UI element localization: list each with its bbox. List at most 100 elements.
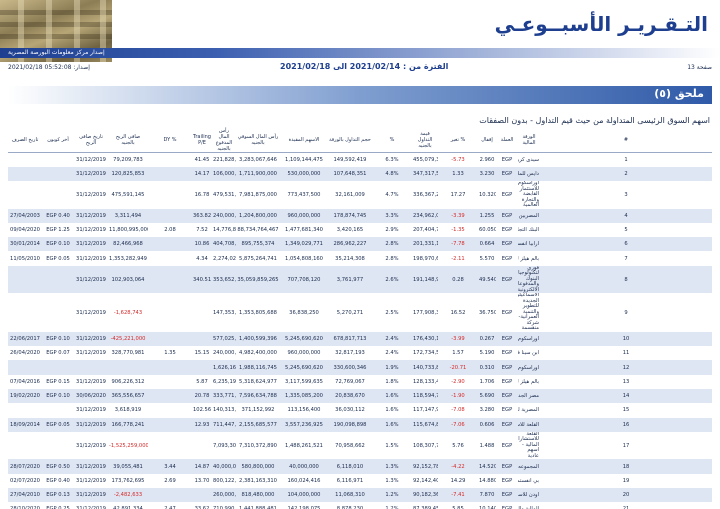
table-cell [42,166,74,182]
table-cell: 176,430,149 [412,331,438,347]
table-cell: 1,349,029,771 [280,237,328,252]
table-cell: EGP [501,350,513,357]
table-cell: 88,734,764,467 [237,227,279,234]
table-cell: EGP [496,265,518,294]
table-cell: 15 [622,407,630,414]
table-cell [8,166,42,182]
table-cell: 173,762,695 [111,477,145,484]
column-header: العملة [496,128,518,153]
table-cell: 3,283,067,646 [239,156,277,163]
table-cell: EGP 0.50 [42,459,74,474]
table-cell: 40,000,000 [212,459,236,474]
table-cell: 18 [540,459,712,474]
table-cell: 2.47 [148,502,192,509]
table-cell [8,360,42,375]
table-cell: 17.27 [450,191,466,198]
table-cell: 2 [540,166,712,182]
table-cell: 31/12/2019 [74,417,108,432]
table-cell: 26/04/2020 [10,350,40,357]
table-cell: 475,591,145 [111,191,145,198]
report-subtitle: إصدار مركز معلومات البورصة المصرية [8,49,105,56]
table-cell: 479,531,250 [213,191,236,198]
table-cell [148,181,192,209]
table-row: 11/05/2010 EGP 0.05 31/12/2019 1,353,282,94… [8,251,712,265]
table-cell: 92,142,406 [413,477,438,484]
table-cell: 60.050 [479,227,496,234]
table-cell: 3.3% [372,208,412,223]
table-cell: 140,313,936 [213,407,236,414]
table-cell [148,388,192,404]
table-cell: 177,908,340 [413,309,438,316]
table-cell: 678,817,713 [328,331,372,347]
table-cell: EGP 1.25 [46,227,70,234]
table-cell: 8,878,230 [328,502,372,509]
table-cell: 2.5% [385,309,399,316]
table-cell: 6.3% [385,156,399,163]
table-cell: 4.34 [196,255,208,262]
table-cell: 31/12/2019 [74,459,108,474]
table-cell: 102.56 [193,407,212,414]
table-cell: 1,626,164,092 [212,360,236,375]
report-period: الفترة من : 2021/02/14 الى 2021/02/18 [280,62,449,71]
table-cell: 7 [624,255,628,262]
table-cell: 14.29 [450,477,466,484]
table-cell: 2.6% [372,265,412,294]
table-cell: EGP [501,477,513,484]
table-cell: 17 [622,442,630,449]
table-cell: 1,488,261,521 [285,442,323,449]
table-cell: 1.57 [452,350,464,357]
table-cell: 234,962,023 [412,208,438,223]
column-header: إقفال [478,128,496,153]
table-cell: EGP 0.25 [42,502,74,509]
table-row: 22/06/2017 EGP 0.10 31/12/2019 -425,221,000… [8,331,712,347]
table-cell: مصر الجديدة للاسكان والتعمير [518,388,540,404]
table-cell [148,208,192,223]
table-row: 07/04/2016 EGP 0.15 31/12/2019 906,226,312 5… [8,375,712,389]
table-cell [42,360,74,375]
table-cell: 2.8% [385,255,399,262]
table-cell: -2,482,633 [108,487,148,503]
table-cell [42,403,74,417]
column-header: Trailing P/E [192,128,212,153]
table-cell: EGP [501,255,513,262]
table-cell [148,375,192,389]
table-cell: 363.82 [192,208,212,223]
table-cell: 2.8% [372,237,412,252]
table-cell: 4.8% [372,166,412,182]
table-cell: 108,307,796 [413,442,438,449]
table-cell: 773,437,500 [287,191,321,198]
table-cell: 31/12/2019 [74,166,108,182]
table-row: 31/12/2019 475,591,145 16.78479,531,2507,9… [8,181,712,209]
table-cell: 19/02/2020 [8,388,42,404]
table-cell: 15.15 [194,350,210,357]
table-cell: 7,093,306,755 [213,442,236,449]
table-cell: 28/07/2020 [8,459,42,474]
table-cell: 710,990,375 [212,502,236,509]
table-cell [192,293,212,332]
table-cell: 1.3% [372,459,412,474]
table-cell: 12 [540,360,712,375]
table-cell: المصرية للمنتجعات السياحية [518,407,539,414]
table-cell: 5,875,264,741 [239,255,277,262]
table-cell: 1.5% [385,442,399,449]
table-cell: 3,311,494 [108,208,148,223]
table-cell: 1.3% [385,477,399,484]
table-cell: 32,161,009 [335,191,365,198]
table-cell: 31/12/2019 [74,265,108,294]
table-cell: 240,000,000 [213,350,236,357]
table-cell: EGP [501,378,513,385]
table-cell: 140,733,848 [412,360,438,375]
table-cell [8,153,42,167]
table-cell: 31/12/2019 [76,309,106,316]
table-cell: 31/12/2019 [76,227,106,234]
table-cell: 5,245,690,620 [280,331,328,347]
table-cell: 190,098,898 [328,417,372,432]
table-cell: 1,353,805,688 [239,309,277,316]
table-cell: 221,828,895 [213,156,236,163]
table-cell: 14.17 [192,166,212,182]
table-cell: 1,109,144,475 [285,156,323,163]
table-cell: 40,000,000 [280,459,328,474]
table-cell: اوراسكوم للاستثمار القابضة والتجارة العا… [518,181,539,209]
